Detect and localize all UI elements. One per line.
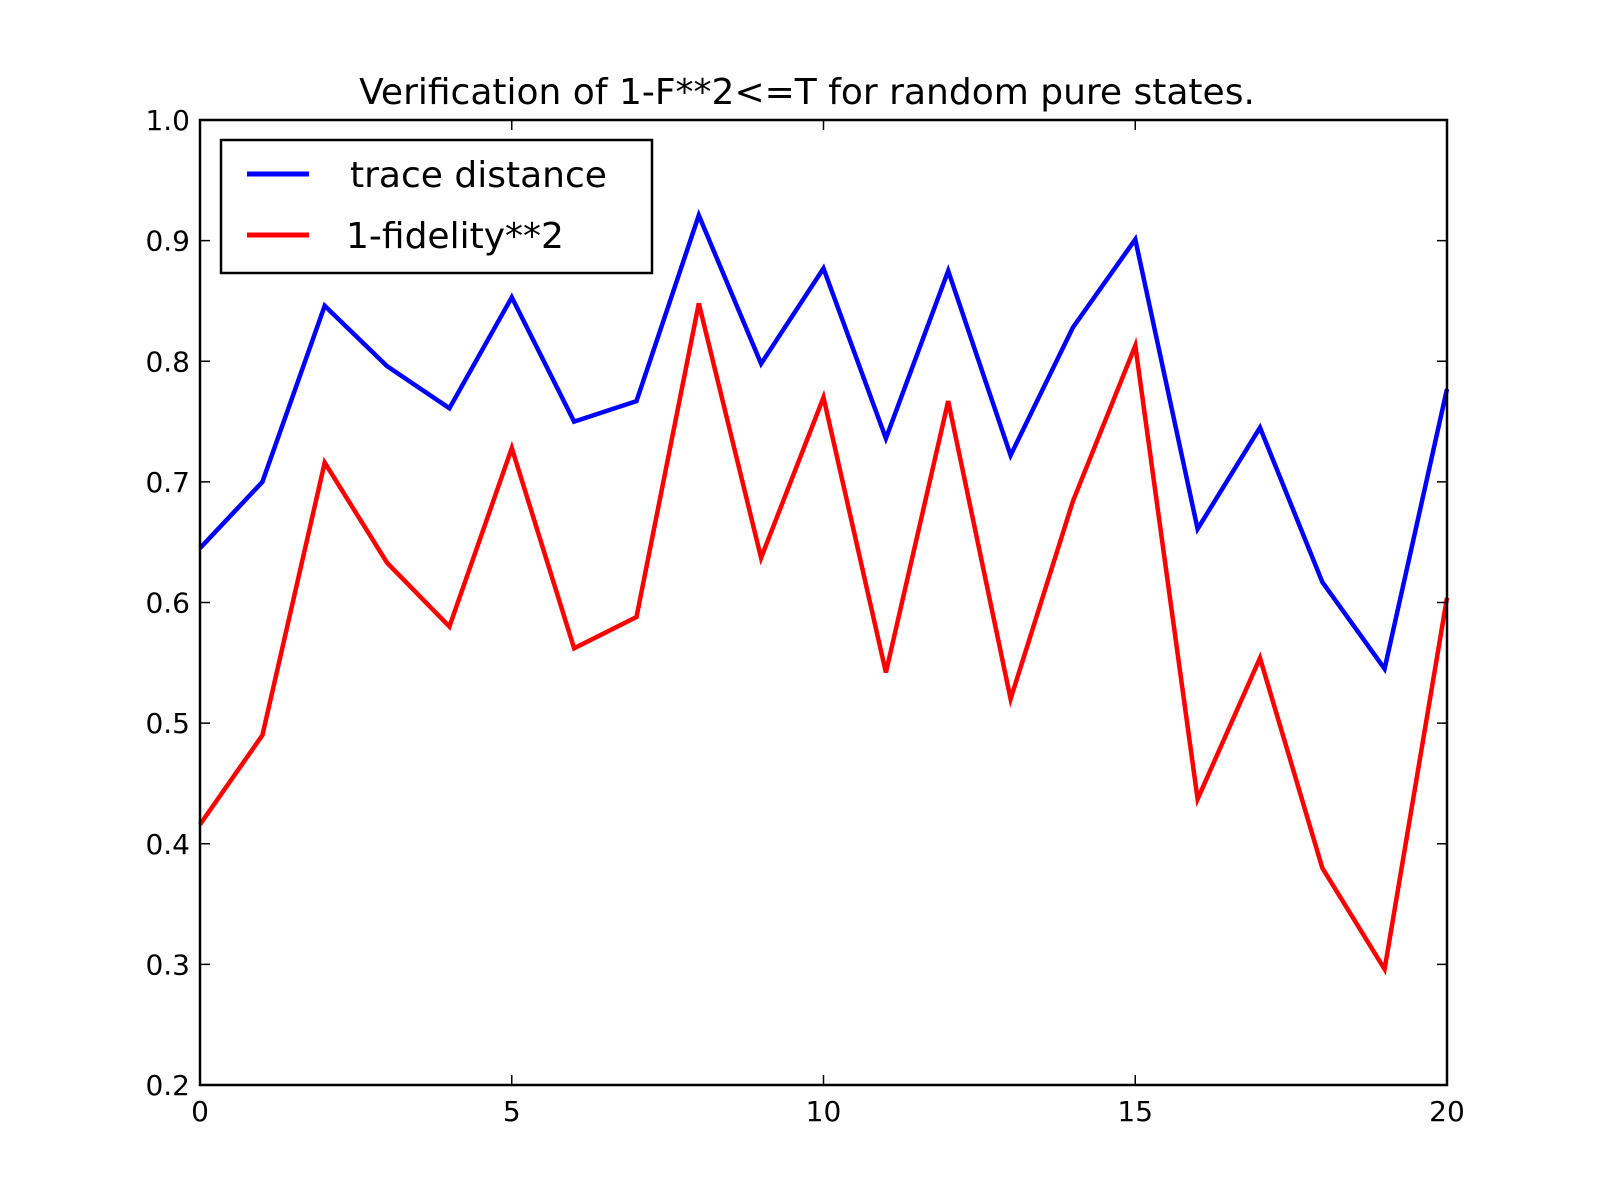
legend-entry-trace-distance: trace distance (247, 155, 607, 196)
y-tick-label: 0.5 (145, 707, 190, 740)
legend-frame (219, 138, 654, 275)
x-tick-label: 0 (191, 1095, 209, 1128)
y-tick-label: 0.8 (145, 345, 190, 378)
y-tick-label: 0.9 (145, 225, 190, 258)
x-tick-label: 5 (503, 1095, 521, 1128)
axes-layer: 0 5 10 15 20 0.2 0.3 0.4 0.5 0.6 0.7 0.8 0.9 1.0 (145, 104, 1464, 1128)
legend: trace distance 1-fidelity**2 (219, 138, 654, 275)
y-tick-label: 0.2 (145, 1069, 190, 1102)
x-tick-label: 15 (1117, 1095, 1153, 1128)
series-layer (198, 208, 1450, 976)
legend-entry-1-fidelity-squared: 1-fidelity**2 (247, 216, 564, 257)
y-tick-label: 0.6 (145, 587, 190, 620)
series-line-1-fidelity-squared (198, 302, 1450, 976)
legend-label-trace-distance: trace distance (350, 155, 607, 196)
y-tick-label: 0.7 (145, 466, 190, 499)
y-tick-label: 1.0 (145, 104, 190, 137)
y-tick-label: 0.4 (145, 828, 190, 861)
x-tick-label: 10 (806, 1095, 842, 1128)
chart-title: Verification of 1-F**2<=T for random pur… (359, 72, 1255, 113)
series-line-trace-distance (198, 208, 1450, 675)
x-tick-label: 20 (1429, 1095, 1465, 1128)
y-tick-label: 0.3 (145, 948, 190, 981)
legend-label-1-fidelity-squared: 1-fidelity**2 (346, 216, 564, 257)
